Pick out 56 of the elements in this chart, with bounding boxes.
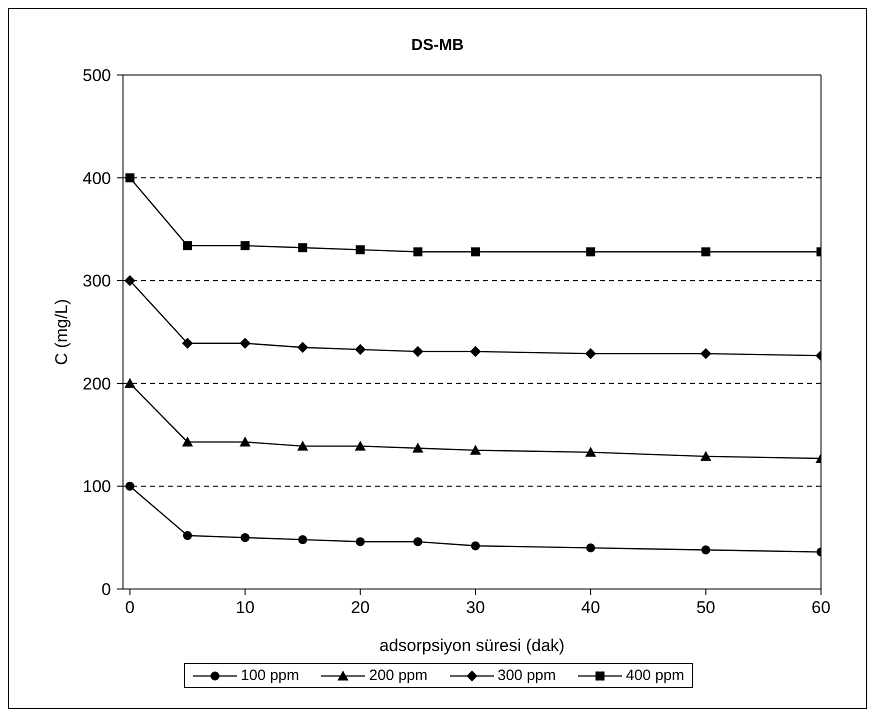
point <box>470 247 480 256</box>
point <box>470 444 481 455</box>
point <box>470 541 480 550</box>
x-axis-title: adsorpsiyon süresi (dak) <box>379 636 565 655</box>
point <box>182 436 193 446</box>
x-tick-label: 60 <box>812 598 830 618</box>
legend-label: 400 ppm <box>626 667 684 684</box>
point <box>700 348 712 360</box>
point <box>240 533 250 542</box>
y-tick-label: 400 <box>82 168 111 188</box>
point <box>124 378 136 388</box>
y-tick-label: 100 <box>82 477 111 496</box>
y-tick-label: 200 <box>82 374 111 394</box>
point <box>297 440 308 451</box>
x-tick-label: 30 <box>466 598 485 618</box>
point <box>183 241 192 250</box>
point <box>701 247 710 256</box>
y-tick-label: 300 <box>82 272 111 291</box>
point <box>125 482 134 491</box>
y-axis-title: C (mg/L) <box>52 298 72 366</box>
x-tick-label: 10 <box>236 598 255 618</box>
point <box>240 241 250 250</box>
point <box>297 342 308 353</box>
x-tick-label: 20 <box>350 598 370 618</box>
chart-title: DS-MB <box>410 37 465 55</box>
point <box>298 243 308 252</box>
y-tick-label: 0 <box>102 580 111 600</box>
point <box>124 275 136 286</box>
point <box>183 531 192 540</box>
x-tick-label: 40 <box>581 598 600 618</box>
point <box>585 348 596 360</box>
point <box>700 450 712 461</box>
point <box>356 537 365 546</box>
point <box>470 346 481 358</box>
point <box>354 440 366 451</box>
point <box>412 442 424 453</box>
point <box>125 173 134 182</box>
point <box>182 338 193 349</box>
point <box>240 338 251 349</box>
point <box>412 346 424 358</box>
x-tick-label: 0 <box>125 598 135 618</box>
point <box>413 537 422 546</box>
point <box>240 436 251 446</box>
point <box>298 535 308 544</box>
legend-label: 200 ppm <box>369 667 428 684</box>
point <box>585 446 596 457</box>
legend-label: 300 ppm <box>498 667 556 684</box>
point <box>356 245 365 254</box>
y-tick-label: 500 <box>82 66 111 86</box>
point <box>354 344 366 355</box>
x-tick-label: 50 <box>696 598 716 618</box>
point <box>586 543 596 552</box>
point <box>701 545 710 554</box>
point <box>413 247 422 256</box>
legend-label: 100 ppm <box>240 667 300 684</box>
point <box>586 247 596 256</box>
